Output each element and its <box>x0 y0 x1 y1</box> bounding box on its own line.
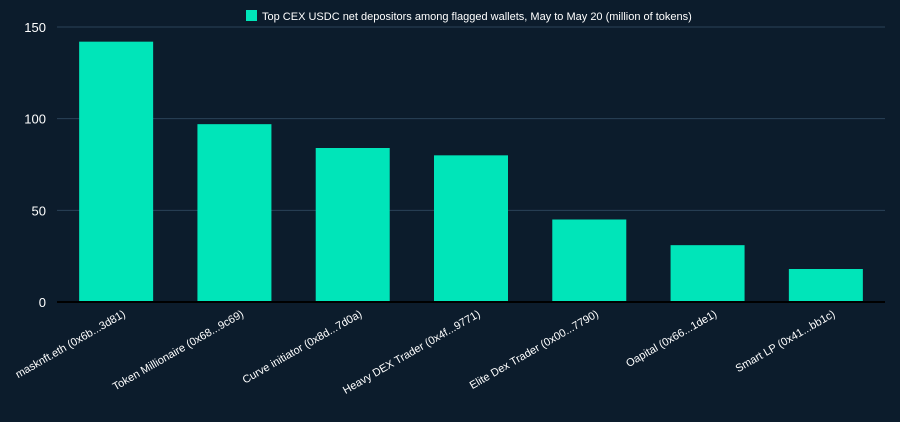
y-tick-label: 100 <box>24 112 46 127</box>
x-tick-label: Heavy DEX Trader (0x4f...9771) <box>341 308 483 397</box>
bar-6[interactable] <box>670 245 745 302</box>
legend-label: Top CEX USDC net depositors among flagge… <box>262 11 692 23</box>
y-tick-label: 0 <box>39 295 46 310</box>
bar-2[interactable] <box>197 124 272 303</box>
legend-swatch <box>246 10 257 21</box>
legend: Top CEX USDC net depositors among flagge… <box>246 10 692 23</box>
bar-1[interactable] <box>79 41 154 303</box>
y-tick-label: 50 <box>32 203 46 218</box>
x-tick-label: Oapital (0x66...1de1) <box>624 308 719 370</box>
bar-4[interactable] <box>434 155 508 302</box>
bar-3[interactable] <box>315 148 390 302</box>
x-tick-label: Token Millionaire (0x68...9c69) <box>111 308 246 393</box>
bars <box>79 41 863 303</box>
bar-7[interactable] <box>788 269 863 302</box>
x-tick-label: masknft.eth (0x6b...3d81) <box>14 308 128 381</box>
y-tick-label: 150 <box>24 20 46 35</box>
x-tick-label: Curve initiator (0x8d...7d0a) <box>241 308 365 386</box>
x-tick-label: Smart LP (0x41...bb1c) <box>734 308 838 375</box>
x-tick-label: Elite Dex Trader (0x00...7790) <box>468 308 601 392</box>
bar-5[interactable] <box>552 219 627 303</box>
